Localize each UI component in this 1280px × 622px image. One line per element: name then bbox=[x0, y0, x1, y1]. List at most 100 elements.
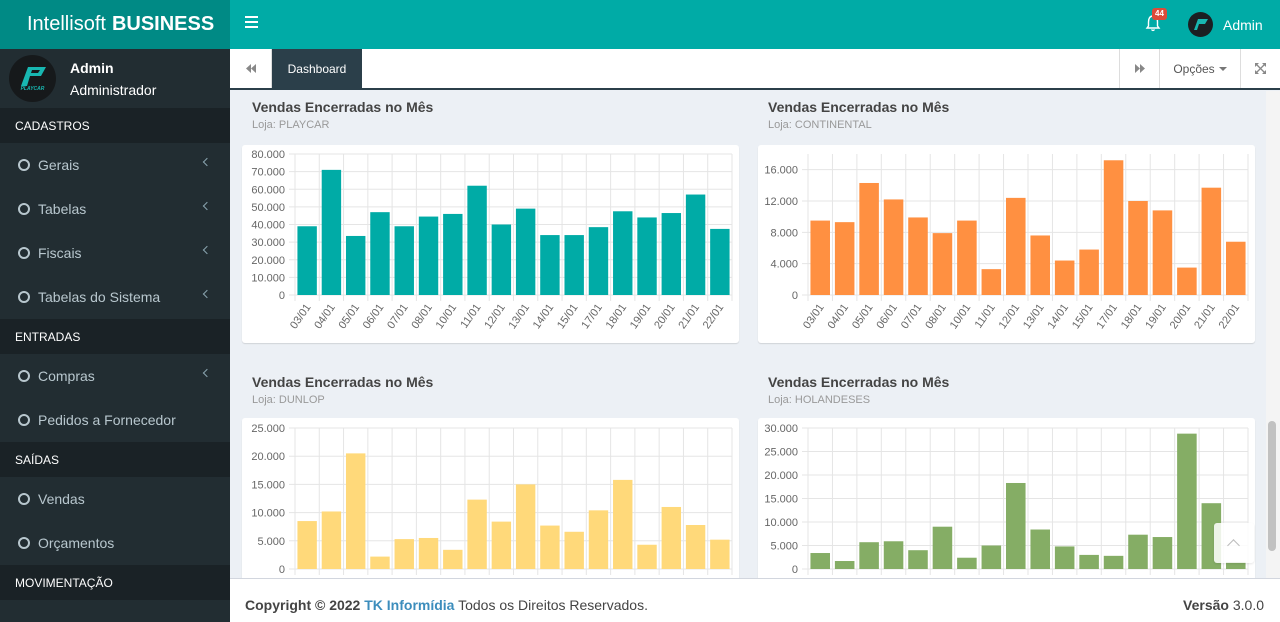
sidebar-item-orcamentos[interactable]: Orçamentos bbox=[0, 521, 230, 565]
x-tick-label: 06/01 bbox=[874, 302, 900, 331]
bar bbox=[810, 553, 830, 569]
bar bbox=[637, 217, 657, 295]
x-tick-label: 20/01 bbox=[652, 302, 678, 331]
bar bbox=[345, 235, 366, 295]
bar bbox=[710, 539, 730, 569]
y-tick-label: 0 bbox=[792, 290, 798, 302]
sidebar-item-vendas[interactable]: Vendas bbox=[0, 477, 230, 521]
top-navbar: 44 Admin bbox=[230, 0, 1280, 49]
user-menu[interactable]: Admin bbox=[1188, 12, 1263, 37]
user-panel: PLAYCAR Admin Administrador bbox=[0, 49, 230, 108]
sales-panel-playcar: Vendas Encerradas no Mês Loja: PLAYCAR 0… bbox=[242, 91, 739, 343]
bar bbox=[588, 510, 609, 569]
bar bbox=[1128, 534, 1148, 569]
sales-panel-holandeses: Vendas Encerradas no Mês Loja: HOLANDESE… bbox=[758, 366, 1255, 578]
y-tick-label: 20.000 bbox=[764, 470, 798, 482]
bar bbox=[1226, 561, 1246, 569]
avatar-logo-text: PLAYCAR bbox=[20, 85, 45, 92]
x-tick-label: 07/01 bbox=[385, 302, 411, 331]
tab-dashboard[interactable]: Dashboard bbox=[272, 49, 362, 88]
bar bbox=[859, 182, 879, 295]
bar bbox=[515, 208, 536, 295]
bar bbox=[932, 233, 953, 295]
x-tick-label: 06/01 bbox=[361, 302, 387, 331]
y-tick-label: 0 bbox=[792, 564, 798, 576]
sidebar-item-pedidos-a-fornecedor[interactable]: Pedidos a Fornecedor bbox=[0, 398, 230, 442]
x-tick-label: 07/01 bbox=[899, 302, 925, 331]
y-tick-label: 25.000 bbox=[251, 423, 285, 435]
bar bbox=[859, 542, 879, 569]
notification-badge: 44 bbox=[1152, 8, 1167, 20]
chevron-left-icon bbox=[202, 289, 212, 299]
bar bbox=[297, 226, 317, 295]
menu-toggle-icon[interactable] bbox=[245, 16, 258, 28]
x-tick-label: 03/01 bbox=[288, 302, 314, 331]
bar bbox=[1006, 482, 1026, 569]
sidebar-item-label: Vendas bbox=[38, 491, 85, 507]
scrollbar-thumb[interactable] bbox=[1268, 421, 1276, 551]
tab-scroll-right-button[interactable] bbox=[1119, 49, 1159, 88]
sidebar-item-gerais[interactable]: Gerais bbox=[0, 143, 230, 187]
bar bbox=[394, 226, 414, 295]
sidebar-item-fiscais[interactable]: Fiscais bbox=[0, 231, 230, 275]
sidebar-item-label: Fiscais bbox=[38, 245, 82, 261]
x-tick-label: 10/01 bbox=[434, 302, 460, 331]
sidebar-item-compras[interactable]: Compras bbox=[0, 354, 230, 398]
x-tick-label: 21/01 bbox=[676, 302, 702, 331]
panel-title: Vendas Encerradas no Mês bbox=[768, 374, 950, 390]
x-tick-label: 14/01 bbox=[1046, 302, 1072, 331]
bar bbox=[418, 216, 439, 295]
sidebar-item-tabelas-do-sistema[interactable]: Tabelas do Sistema bbox=[0, 275, 230, 319]
bar bbox=[345, 453, 366, 569]
y-tick-label: 25.000 bbox=[764, 447, 798, 459]
bar bbox=[515, 484, 536, 569]
bar bbox=[883, 199, 904, 295]
fullscreen-button[interactable] bbox=[1240, 49, 1280, 88]
tab-bar: Dashboard Opções bbox=[230, 49, 1280, 90]
panel-subtitle: Loja: DUNLOP bbox=[252, 394, 325, 406]
bar bbox=[908, 217, 928, 295]
bar bbox=[321, 169, 342, 295]
bar bbox=[564, 235, 584, 295]
sales-panel-continental: Vendas Encerradas no Mês Loja: CONTINENT… bbox=[758, 91, 1255, 343]
bar bbox=[981, 545, 1002, 569]
bar bbox=[834, 222, 855, 295]
circle-icon bbox=[18, 247, 30, 259]
x-tick-label: 04/01 bbox=[312, 302, 338, 331]
bar bbox=[1226, 241, 1246, 295]
bar bbox=[957, 220, 977, 295]
sidebar: PLAYCAR Admin Administrador CADASTROS Ge… bbox=[0, 49, 230, 622]
sidebar-user-name: Admin bbox=[70, 59, 114, 76]
bar bbox=[1079, 249, 1099, 295]
sidebar-item-tabelas[interactable]: Tabelas bbox=[0, 187, 230, 231]
bar bbox=[661, 506, 682, 569]
bar bbox=[1177, 433, 1197, 569]
circle-icon bbox=[18, 203, 30, 215]
x-tick-label: 13/01 bbox=[1021, 302, 1047, 331]
panel-title: Vendas Encerradas no Mês bbox=[768, 99, 950, 115]
bar bbox=[1152, 210, 1173, 295]
bar bbox=[1030, 529, 1050, 569]
bar bbox=[1152, 537, 1173, 569]
version-label: Versão bbox=[1183, 597, 1229, 613]
x-tick-label: 15/01 bbox=[1070, 302, 1096, 331]
company-link[interactable]: TK Informídia bbox=[364, 597, 455, 613]
bar bbox=[1103, 160, 1124, 295]
panel-subtitle: Loja: CONTINENTAL bbox=[768, 119, 872, 131]
back-to-top-button[interactable] bbox=[1214, 523, 1254, 563]
x-tick-label: 21/01 bbox=[1192, 302, 1218, 331]
circle-icon bbox=[18, 493, 30, 505]
chart-container: 0 10.000 20.000 30.000 40.000 50.000 60.000 70.… bbox=[242, 145, 739, 343]
bar bbox=[467, 185, 487, 295]
brand-logo[interactable]: Intellisoft BUSINESS bbox=[0, 0, 230, 49]
tab-scroll-left-button[interactable] bbox=[230, 49, 272, 88]
x-tick-label: 04/01 bbox=[826, 302, 852, 331]
bar bbox=[418, 537, 439, 569]
options-dropdown[interactable]: Opções bbox=[1159, 49, 1240, 88]
bar bbox=[297, 521, 317, 569]
panel-title: Vendas Encerradas no Mês bbox=[252, 374, 434, 390]
x-tick-label: 17/01 bbox=[579, 302, 605, 331]
chevron-left-icon bbox=[202, 245, 212, 255]
chevron-left-icon bbox=[202, 157, 212, 167]
